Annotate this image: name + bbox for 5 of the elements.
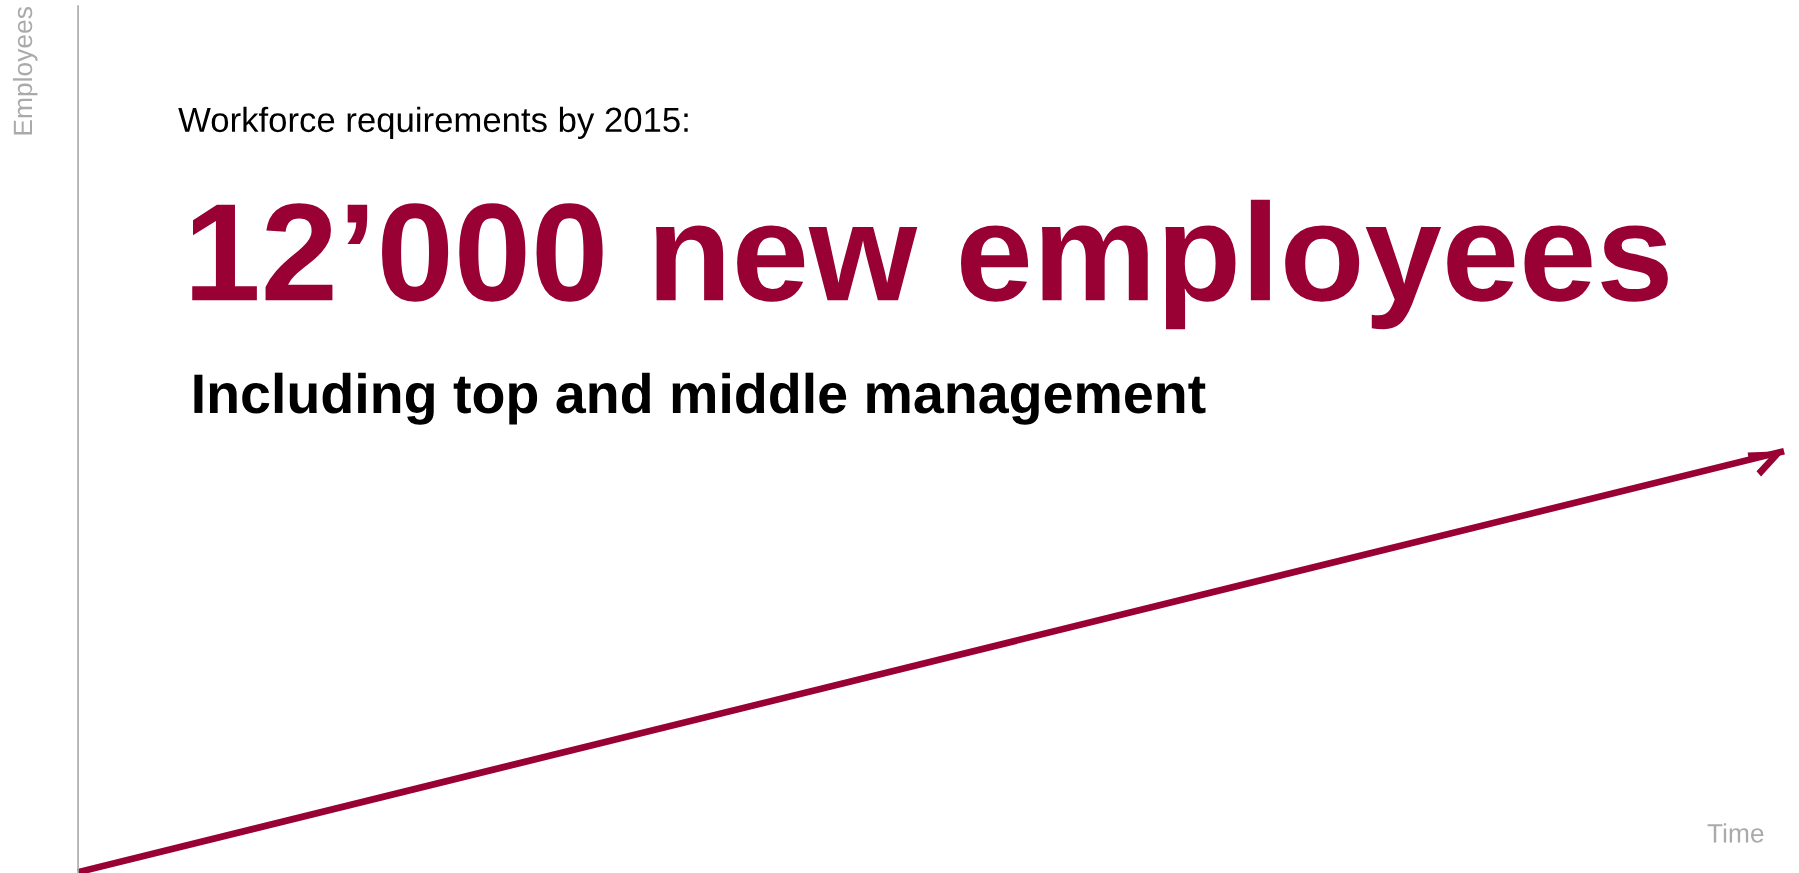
chart-title: Workforce requirements by 2015:: [178, 106, 688, 140]
x-axis-title: Time: [1707, 823, 1764, 843]
chart-subtitle: 12’000 new employees: [192, 199, 1668, 330]
text: Including top and middle management: [194, 372, 1206, 425]
text: Employees: [12, 7, 38, 135]
